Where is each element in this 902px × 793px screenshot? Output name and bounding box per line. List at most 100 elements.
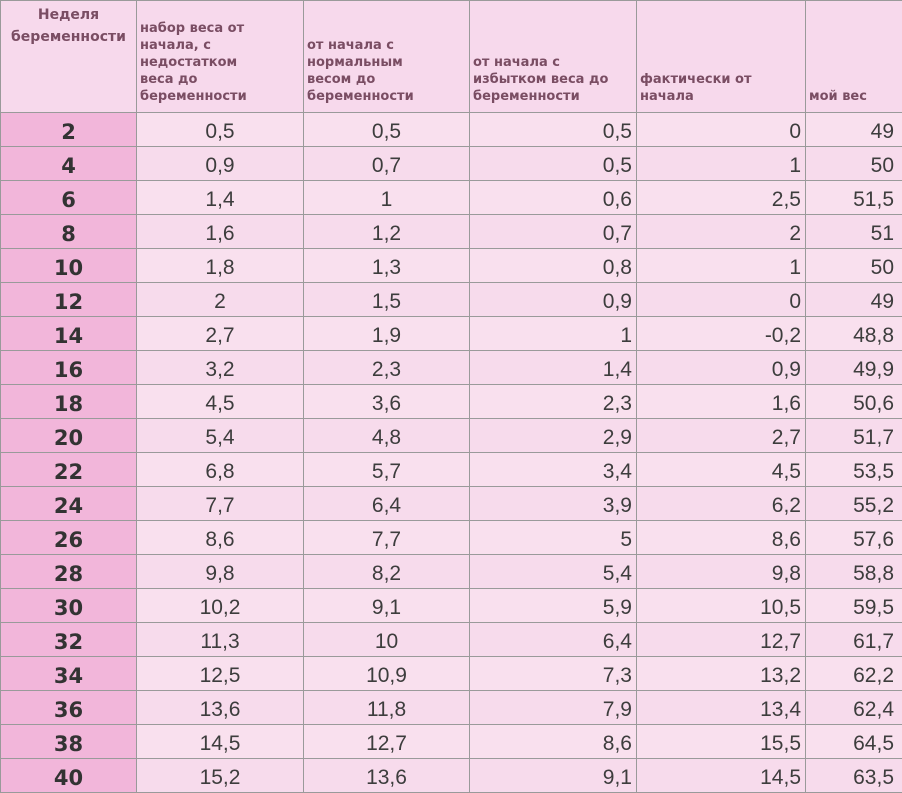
week-cell[interactable]: 26	[1, 521, 137, 555]
overweight-cell[interactable]: 5,4	[470, 555, 637, 589]
underweight-cell[interactable]: 10,2	[137, 589, 304, 623]
normal-cell[interactable]: 1,5	[304, 283, 470, 317]
normal-cell[interactable]: 13,6	[304, 759, 470, 793]
overweight-cell[interactable]: 9,1	[470, 759, 637, 793]
week-cell[interactable]: 4	[1, 147, 137, 181]
underweight-cell[interactable]: 3,2	[137, 351, 304, 385]
underweight-cell[interactable]: 14,5	[137, 725, 304, 759]
normal-cell[interactable]: 0,7	[304, 147, 470, 181]
underweight-cell[interactable]: 1,6	[137, 215, 304, 249]
underweight-cell[interactable]: 1,8	[137, 249, 304, 283]
overweight-cell[interactable]: 6,4	[470, 623, 637, 657]
overweight-cell[interactable]: 5	[470, 521, 637, 555]
actual-cell[interactable]: 2,7	[637, 419, 806, 453]
normal-cell[interactable]: 9,1	[304, 589, 470, 623]
normal-cell[interactable]: 4,8	[304, 419, 470, 453]
normal-cell[interactable]: 1,3	[304, 249, 470, 283]
week-cell[interactable]: 12	[1, 283, 137, 317]
actual-cell[interactable]: 6,2	[637, 487, 806, 521]
my-weight-cell[interactable]: 55,2	[806, 487, 902, 521]
week-cell[interactable]: 30	[1, 589, 137, 623]
week-cell[interactable]: 20	[1, 419, 137, 453]
actual-cell[interactable]: 12,7	[637, 623, 806, 657]
normal-cell[interactable]: 6,4	[304, 487, 470, 521]
normal-cell[interactable]: 2,3	[304, 351, 470, 385]
actual-cell[interactable]: 0	[637, 283, 806, 317]
my-weight-cell[interactable]: 57,6	[806, 521, 902, 555]
actual-cell[interactable]: 13,2	[637, 657, 806, 691]
my-weight-cell[interactable]: 59,5	[806, 589, 902, 623]
actual-cell[interactable]: 9,8	[637, 555, 806, 589]
overweight-cell[interactable]: 2,9	[470, 419, 637, 453]
actual-cell[interactable]: 1,6	[637, 385, 806, 419]
normal-cell[interactable]: 12,7	[304, 725, 470, 759]
header-my-weight[interactable]: мой вес	[806, 1, 902, 113]
my-weight-cell[interactable]: 51,5	[806, 181, 902, 215]
normal-cell[interactable]: 7,7	[304, 521, 470, 555]
underweight-cell[interactable]: 1,4	[137, 181, 304, 215]
my-weight-cell[interactable]: 63,5	[806, 759, 902, 793]
actual-cell[interactable]: 13,4	[637, 691, 806, 725]
overweight-cell[interactable]: 0,6	[470, 181, 637, 215]
underweight-cell[interactable]: 13,6	[137, 691, 304, 725]
underweight-cell[interactable]: 4,5	[137, 385, 304, 419]
week-cell[interactable]: 18	[1, 385, 137, 419]
actual-cell[interactable]: 1	[637, 249, 806, 283]
overweight-cell[interactable]: 3,9	[470, 487, 637, 521]
underweight-cell[interactable]: 9,8	[137, 555, 304, 589]
week-cell[interactable]: 10	[1, 249, 137, 283]
actual-cell[interactable]: 4,5	[637, 453, 806, 487]
underweight-cell[interactable]: 12,5	[137, 657, 304, 691]
actual-cell[interactable]: 2	[637, 215, 806, 249]
actual-cell[interactable]: 15,5	[637, 725, 806, 759]
overweight-cell[interactable]: 0,5	[470, 147, 637, 181]
underweight-cell[interactable]: 5,4	[137, 419, 304, 453]
week-cell[interactable]: 40	[1, 759, 137, 793]
underweight-cell[interactable]: 0,9	[137, 147, 304, 181]
week-cell[interactable]: 6	[1, 181, 137, 215]
actual-cell[interactable]: 0,9	[637, 351, 806, 385]
actual-cell[interactable]: 2,5	[637, 181, 806, 215]
underweight-cell[interactable]: 15,2	[137, 759, 304, 793]
week-cell[interactable]: 22	[1, 453, 137, 487]
my-weight-cell[interactable]: 53,5	[806, 453, 902, 487]
my-weight-cell[interactable]: 62,4	[806, 691, 902, 725]
overweight-cell[interactable]: 0,7	[470, 215, 637, 249]
actual-cell[interactable]: 1	[637, 147, 806, 181]
overweight-cell[interactable]: 1,4	[470, 351, 637, 385]
my-weight-cell[interactable]: 48,8	[806, 317, 902, 351]
overweight-cell[interactable]: 0,9	[470, 283, 637, 317]
week-cell[interactable]: 38	[1, 725, 137, 759]
overweight-cell[interactable]: 2,3	[470, 385, 637, 419]
actual-cell[interactable]: 10,5	[637, 589, 806, 623]
my-weight-cell[interactable]: 49,9	[806, 351, 902, 385]
actual-cell[interactable]: 14,5	[637, 759, 806, 793]
overweight-cell[interactable]: 5,9	[470, 589, 637, 623]
actual-cell[interactable]: -0,2	[637, 317, 806, 351]
normal-cell[interactable]: 1	[304, 181, 470, 215]
normal-cell[interactable]: 8,2	[304, 555, 470, 589]
normal-cell[interactable]: 5,7	[304, 453, 470, 487]
underweight-cell[interactable]: 6,8	[137, 453, 304, 487]
overweight-cell[interactable]: 3,4	[470, 453, 637, 487]
overweight-cell[interactable]: 7,3	[470, 657, 637, 691]
week-cell[interactable]: 16	[1, 351, 137, 385]
my-weight-cell[interactable]: 51,7	[806, 419, 902, 453]
underweight-cell[interactable]: 2	[137, 283, 304, 317]
normal-cell[interactable]: 1,2	[304, 215, 470, 249]
my-weight-cell[interactable]: 50	[806, 147, 902, 181]
week-cell[interactable]: 34	[1, 657, 137, 691]
overweight-cell[interactable]: 1	[470, 317, 637, 351]
normal-cell[interactable]: 11,8	[304, 691, 470, 725]
my-weight-cell[interactable]: 50	[806, 249, 902, 283]
actual-cell[interactable]: 0	[637, 113, 806, 147]
week-cell[interactable]: 36	[1, 691, 137, 725]
my-weight-cell[interactable]: 61,7	[806, 623, 902, 657]
my-weight-cell[interactable]: 58,8	[806, 555, 902, 589]
my-weight-cell[interactable]: 50,6	[806, 385, 902, 419]
